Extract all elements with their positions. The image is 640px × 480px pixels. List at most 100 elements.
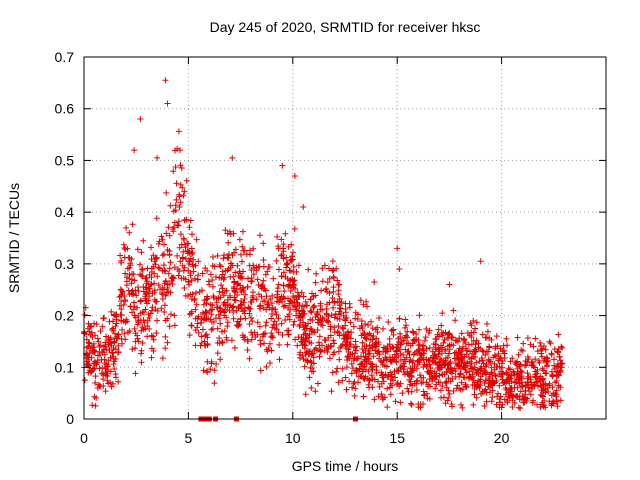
data-point (376, 351, 383, 358)
data-point (230, 315, 237, 322)
data-point (97, 328, 104, 335)
data-point (147, 310, 154, 317)
data-point (401, 356, 408, 363)
data-point (204, 340, 211, 347)
data-point (174, 266, 181, 273)
data-point (444, 343, 451, 350)
data-point (198, 287, 205, 294)
data-point (414, 350, 421, 357)
data-point (198, 320, 205, 327)
data-point (274, 298, 280, 305)
data-point (280, 282, 287, 289)
data-point (432, 341, 439, 348)
data-point (359, 368, 366, 375)
data-point (162, 345, 169, 352)
data-point (387, 391, 394, 398)
data-point (518, 369, 525, 376)
y-tick-label: 0.4 (55, 204, 75, 220)
data-point (290, 263, 297, 270)
data-point (230, 308, 237, 315)
data-point (246, 262, 253, 269)
data-point (447, 368, 454, 375)
data-point (382, 354, 389, 361)
data-point (491, 360, 498, 367)
data-point (224, 323, 231, 330)
data-point (483, 348, 490, 355)
data-point (181, 188, 188, 195)
data-point (141, 319, 148, 326)
data-point (108, 342, 115, 349)
data-point (410, 329, 417, 336)
data-point (555, 331, 562, 338)
data-point (269, 304, 276, 311)
data-point (394, 380, 401, 387)
data-point (326, 355, 333, 362)
data-point (173, 196, 180, 203)
data-point (482, 386, 489, 393)
data-point (292, 336, 299, 343)
data-point (332, 311, 339, 318)
data-point (538, 350, 545, 357)
data-point (260, 304, 267, 311)
data-point (188, 277, 195, 284)
data-point (524, 335, 531, 342)
data-point (380, 344, 387, 351)
data-point (129, 309, 136, 316)
data-point (376, 383, 383, 390)
data-point (377, 358, 384, 365)
data-point (474, 383, 481, 390)
data-point (230, 230, 237, 237)
data-point (537, 339, 544, 346)
data-point (454, 338, 461, 345)
data-point (275, 243, 282, 250)
data-point (482, 363, 489, 370)
data-point (209, 325, 216, 332)
data-point (264, 301, 271, 308)
data-point (334, 277, 341, 284)
data-point (517, 361, 524, 368)
data-point (517, 379, 524, 386)
data-point (519, 383, 526, 390)
data-point (313, 310, 320, 317)
data-point (309, 328, 316, 335)
data-point (191, 275, 198, 282)
data-point (254, 319, 261, 326)
data-point (379, 372, 386, 379)
data-point (194, 276, 201, 283)
data-point (176, 193, 183, 200)
data-point (470, 317, 477, 324)
data-point (356, 365, 363, 372)
data-point (322, 286, 329, 293)
data-point (314, 311, 321, 318)
data-point (126, 264, 133, 271)
data-point (343, 364, 350, 371)
data-point (138, 249, 145, 256)
data-point (349, 384, 356, 391)
data-point (394, 245, 401, 252)
data-point (274, 233, 281, 240)
data-point (331, 299, 338, 306)
data-point (503, 370, 510, 377)
data-point (167, 311, 174, 318)
data-point (430, 354, 437, 361)
data-point (200, 301, 207, 308)
data-point (190, 256, 197, 263)
data-point (107, 354, 114, 361)
data-point (459, 404, 466, 411)
data-point (81, 311, 88, 318)
data-point (310, 360, 317, 367)
data-point (340, 325, 347, 332)
data-point (305, 266, 312, 273)
data-point (294, 342, 301, 349)
data-point (395, 335, 402, 342)
data-point (143, 300, 150, 307)
data-point (282, 230, 289, 237)
data-point (439, 332, 446, 339)
data-point (284, 261, 291, 268)
data-point (151, 280, 158, 287)
data-point (409, 358, 416, 365)
data-point (149, 290, 156, 297)
data-point (461, 353, 468, 360)
data-point (396, 346, 403, 353)
data-point (182, 244, 189, 251)
